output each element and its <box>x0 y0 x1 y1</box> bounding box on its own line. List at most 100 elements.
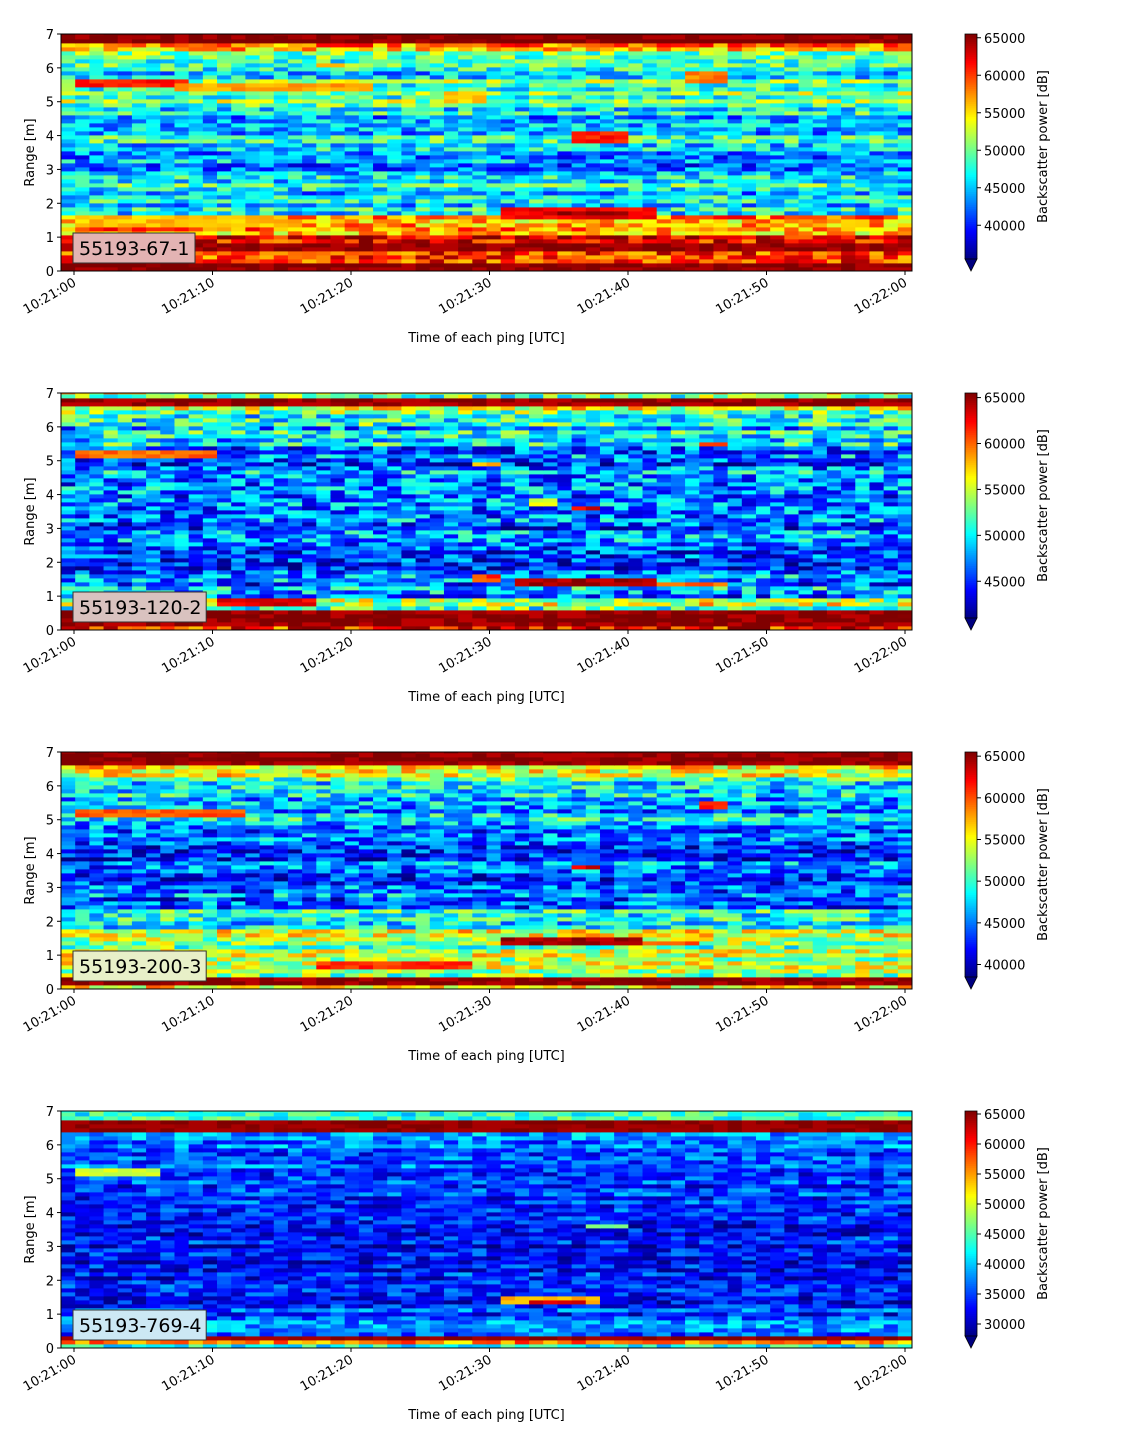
heatmap-cell <box>529 167 544 172</box>
heatmap-cell <box>557 155 573 160</box>
heatmap-cell <box>188 171 204 176</box>
heatmap-cell <box>429 243 445 248</box>
heatmap-cell <box>727 75 743 80</box>
heatmap-cell <box>855 79 871 84</box>
heatmap-cell <box>557 207 573 212</box>
heatmap-cell <box>401 239 417 244</box>
heatmap-cell <box>217 582 232 587</box>
heatmap-cell <box>443 103 459 108</box>
heatmap-cell <box>883 207 899 212</box>
colorbar-segment <box>965 182 977 185</box>
heatmap-cell <box>529 107 544 112</box>
heatmap-cell <box>529 219 544 224</box>
heatmap-cell <box>557 582 573 587</box>
heatmap-cell <box>273 131 289 136</box>
heatmap-cell <box>614 95 629 100</box>
heatmap-cell <box>387 570 402 575</box>
heatmap-cell <box>883 570 899 575</box>
heatmap-cell <box>287 143 303 148</box>
colorbar-segment <box>965 79 977 82</box>
heatmap-cell <box>755 231 771 236</box>
heatmap-cell <box>585 550 601 555</box>
heatmap-cell <box>387 67 402 72</box>
heatmap-cell <box>628 606 644 611</box>
heatmap-cell <box>415 139 431 144</box>
heatmap-cell <box>727 175 743 180</box>
heatmap-cell <box>273 159 289 164</box>
heatmap-cell <box>571 574 587 579</box>
heatmap-cell <box>897 574 912 579</box>
heatmap-cell <box>883 115 899 120</box>
heatmap-cell <box>841 606 856 611</box>
heatmap-cell <box>557 147 573 152</box>
heatmap-cell <box>727 83 743 88</box>
heatmap-cell <box>670 87 686 92</box>
heatmap-cell <box>75 79 90 84</box>
heatmap-cell <box>61 614 76 619</box>
heatmap-cell <box>628 131 644 136</box>
heatmap-cell <box>103 550 119 555</box>
heatmap-cell <box>883 566 899 571</box>
heatmap-cell <box>146 135 161 140</box>
heatmap-cell <box>755 67 771 72</box>
heatmap-cell <box>713 123 729 128</box>
heatmap-cell <box>585 171 601 176</box>
heatmap-cell <box>401 143 417 148</box>
heatmap-cell <box>543 626 559 630</box>
heatmap-cell <box>61 95 76 100</box>
heatmap-cell <box>174 203 190 208</box>
colorbar-segment <box>965 245 977 249</box>
heatmap-cell <box>628 135 644 140</box>
heatmap-cell <box>387 199 402 204</box>
heatmap-cell <box>217 179 232 184</box>
heatmap-cell <box>245 558 261 563</box>
heatmap-cell <box>472 618 488 623</box>
heatmap-cell <box>373 259 388 264</box>
heatmap-cell <box>713 167 729 172</box>
heatmap-cell <box>75 163 90 168</box>
heatmap-cell <box>514 251 530 256</box>
heatmap-cell <box>316 55 332 60</box>
heatmap-cell <box>897 111 912 116</box>
heatmap-cell <box>160 63 176 68</box>
heatmap-cell <box>628 235 644 240</box>
heatmap-cell <box>784 255 800 260</box>
heatmap-cell <box>217 59 232 64</box>
heatmap-cell <box>855 39 871 44</box>
heatmap-cell <box>670 622 686 627</box>
heatmap-cell <box>571 47 587 52</box>
heatmap-cell <box>585 622 601 627</box>
colorbar-segment <box>965 193 977 196</box>
heatmap-cell <box>656 123 672 128</box>
heatmap-cell <box>727 171 743 176</box>
heatmap-cell <box>897 570 912 575</box>
heatmap-cell <box>770 223 785 228</box>
heatmap-cell <box>373 247 388 252</box>
heatmap-cell <box>117 171 133 176</box>
y-tick-label: 2 <box>46 197 54 212</box>
heatmap-cell <box>387 183 402 188</box>
heatmap-cell <box>160 155 176 160</box>
heatmap-cell <box>486 35 502 40</box>
heatmap-cell <box>358 163 374 168</box>
heatmap-cell <box>883 59 899 64</box>
heatmap-cell <box>458 127 473 132</box>
heatmap-cell <box>287 195 303 200</box>
heatmap-cell <box>699 55 715 60</box>
heatmap-cell <box>401 71 417 76</box>
heatmap-cell <box>855 267 871 271</box>
heatmap-cell <box>628 247 644 252</box>
heatmap-cell <box>897 558 912 563</box>
heatmap-cell <box>344 199 360 204</box>
heatmap-cell <box>486 235 502 240</box>
heatmap-cell <box>841 215 856 220</box>
heatmap-cell <box>89 95 105 100</box>
heatmap-cell <box>798 115 814 120</box>
heatmap-cell <box>103 34 119 36</box>
heatmap-cell <box>826 67 842 72</box>
heatmap-cell <box>103 115 119 120</box>
heatmap-cell <box>599 618 615 623</box>
heatmap-cell <box>543 107 559 112</box>
heatmap-cell <box>685 71 700 76</box>
heatmap-cell <box>841 235 856 240</box>
